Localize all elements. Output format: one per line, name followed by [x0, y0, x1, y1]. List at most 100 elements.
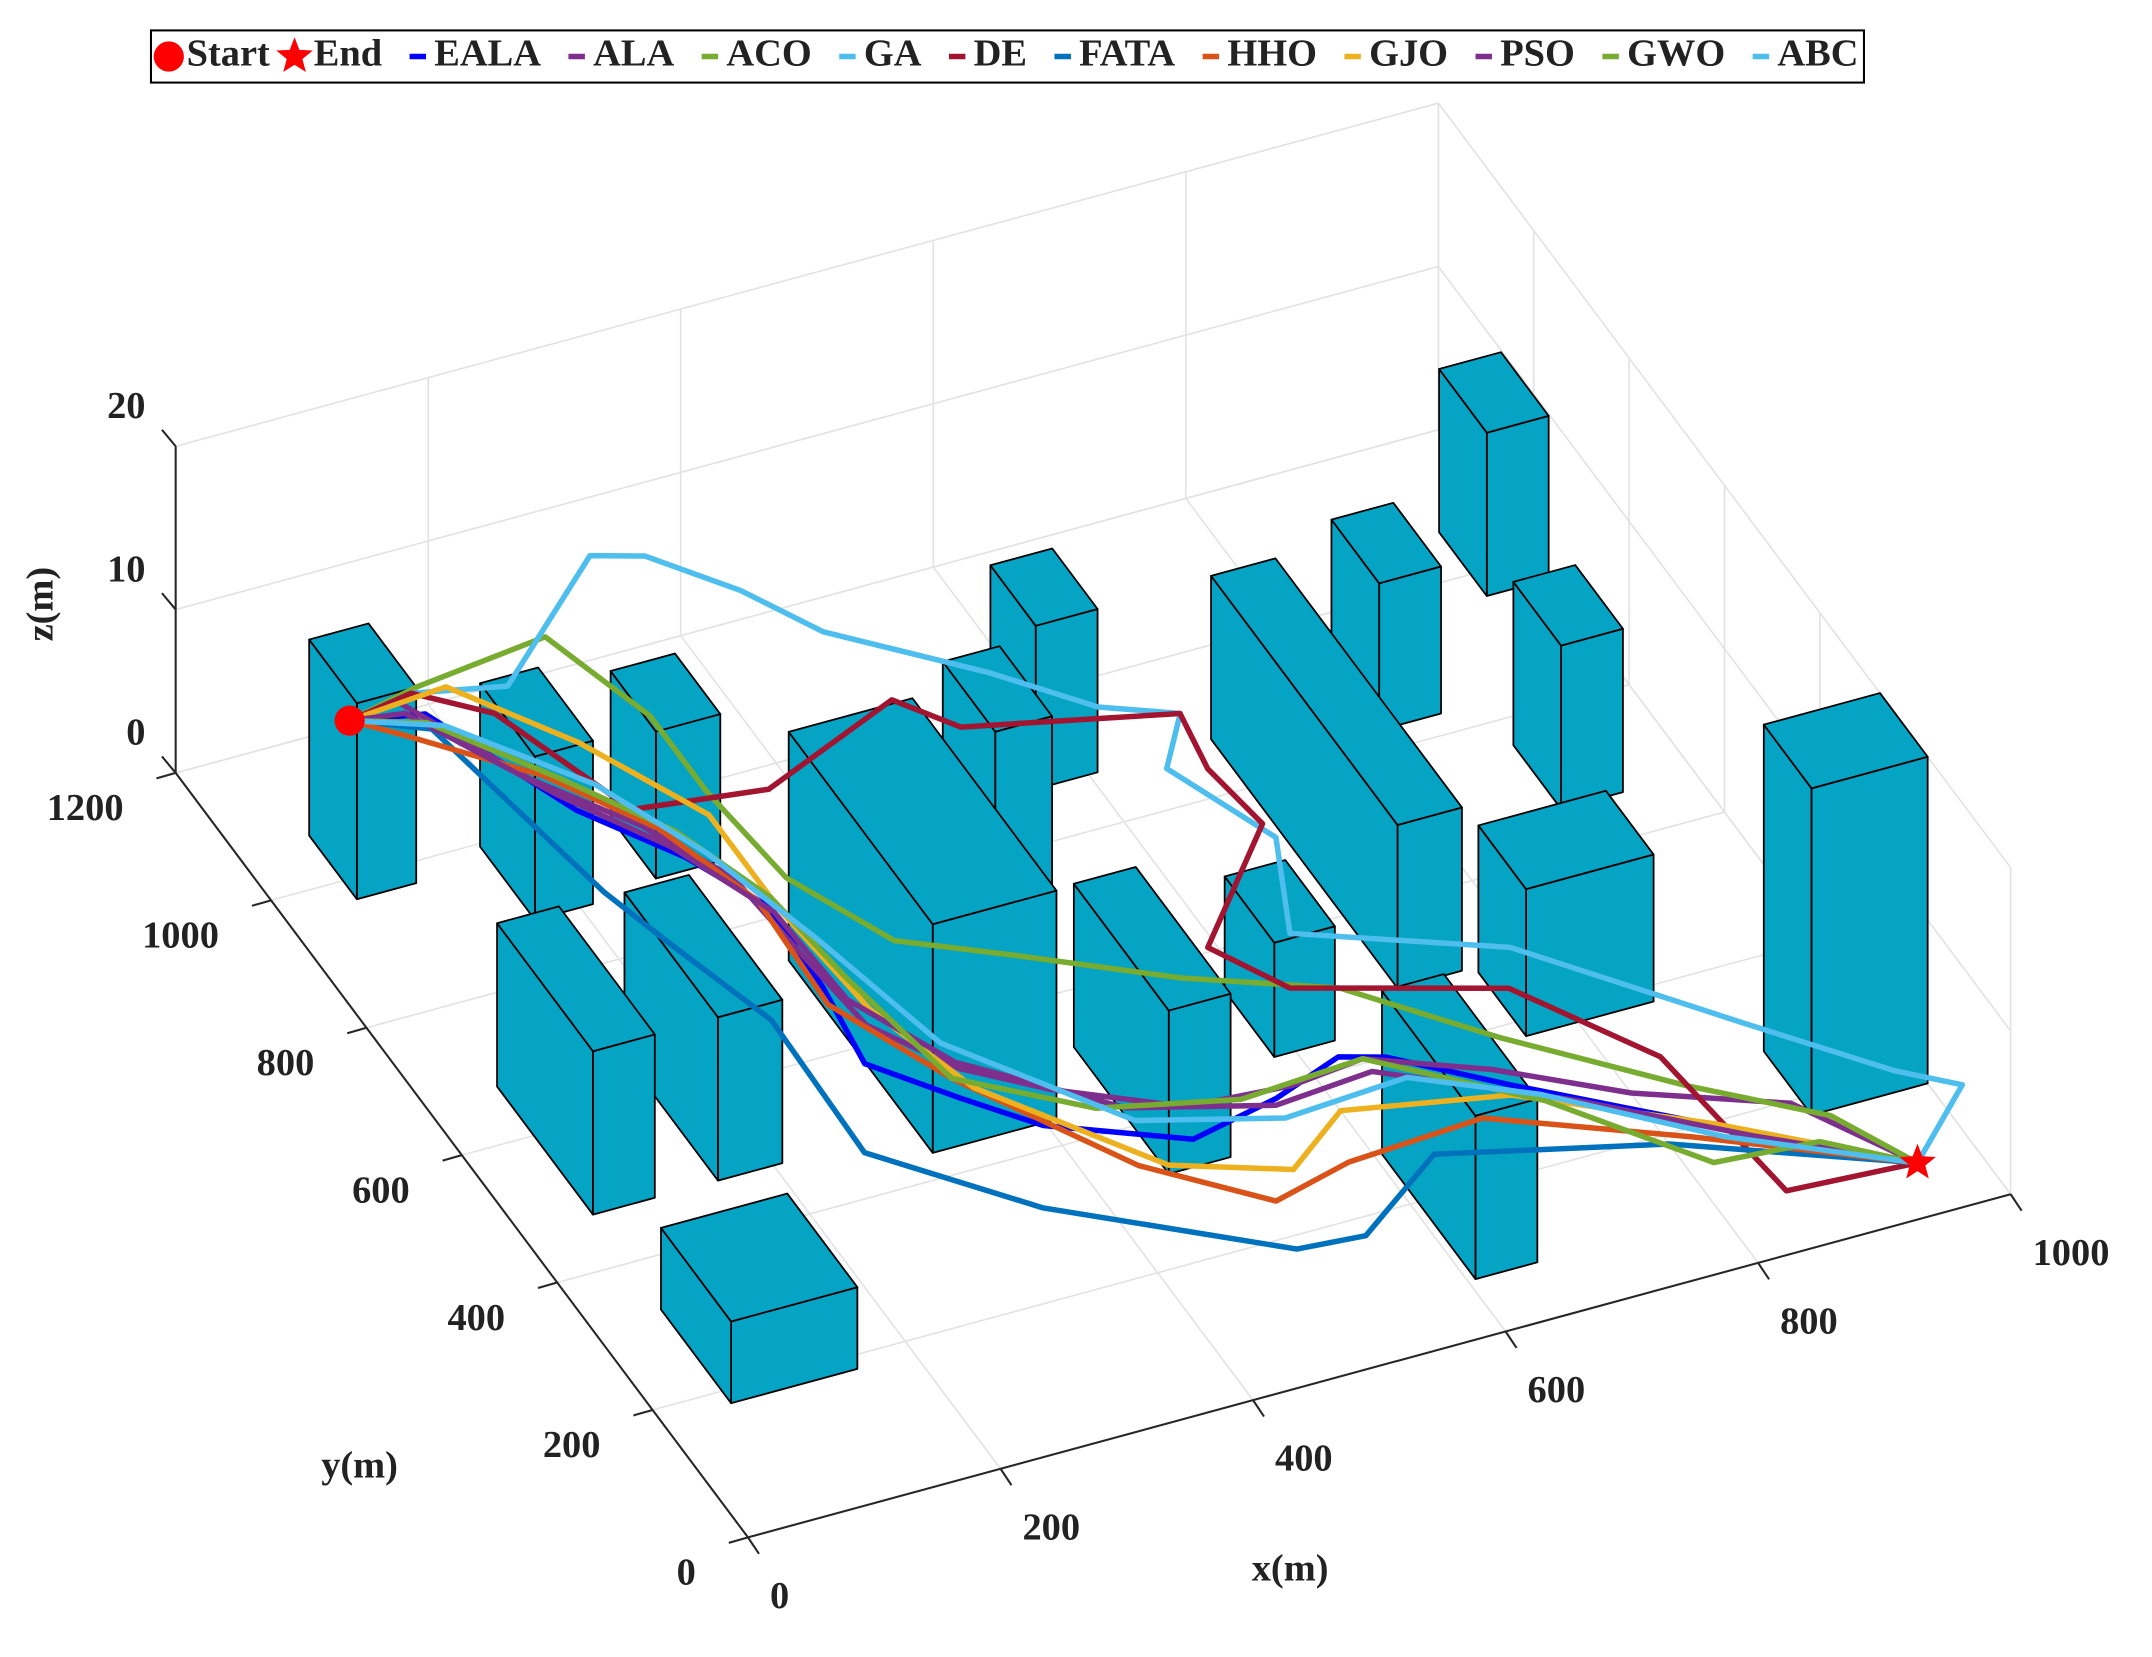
legend-symbol [276, 37, 313, 73]
building [1512, 564, 1624, 810]
y-tick [156, 771, 176, 780]
building-face [1762, 723, 1813, 1116]
legend-label: ABC [1777, 32, 1858, 74]
z-tick [161, 592, 177, 611]
x-axis [747, 1193, 2011, 1539]
x-tick-label: 0 [770, 1575, 789, 1617]
building-face [592, 1033, 656, 1216]
flight-path [349, 711, 1918, 1166]
x-tick [1504, 1330, 1518, 1349]
x-axis-title: x(m) [1252, 1547, 1329, 1589]
building-face [1474, 1098, 1539, 1281]
flight-path [348, 690, 1919, 1194]
legend-label: EALA [434, 32, 541, 74]
legend-label: PSO [1500, 32, 1575, 74]
flight-path [349, 717, 1918, 1166]
building-face [1438, 351, 1550, 434]
flight-path [348, 697, 1919, 1166]
building-face [1762, 692, 1929, 790]
building-face [1485, 415, 1550, 597]
building-face [308, 622, 418, 705]
y-tick-label: 0 [677, 1552, 696, 1594]
flight-path [349, 717, 1919, 1166]
x-tick [1252, 1399, 1265, 1418]
x-tick-label: 800 [1780, 1300, 1838, 1342]
building-face [533, 739, 594, 921]
legend-label: Start [187, 32, 270, 74]
legend-box [149, 29, 1865, 84]
grid-line [175, 265, 1439, 611]
x-tick [999, 1468, 1013, 1486]
building-face [1167, 992, 1232, 1175]
flight-path [348, 634, 1919, 1166]
building-face [1512, 564, 1624, 647]
x-tick-label: 400 [1275, 1438, 1333, 1480]
x-tick-label: 1000 [2033, 1232, 2110, 1274]
x-tick [1757, 1262, 1770, 1280]
flight-path [348, 552, 1966, 1165]
building-face [1378, 565, 1442, 732]
legend-label: ALA [593, 32, 674, 74]
y-tick-label: 1000 [142, 915, 219, 957]
building-face [660, 1192, 859, 1323]
flight-path [349, 717, 1918, 1252]
building [1223, 859, 1336, 1058]
building-face [717, 998, 784, 1182]
building [308, 622, 418, 901]
building-face [989, 547, 1099, 627]
building-face [1560, 627, 1624, 810]
building-face [1273, 925, 1336, 1058]
legend-label: HHO [1227, 32, 1317, 74]
z-tick-label: 0 [126, 712, 145, 754]
y-tick [442, 1154, 463, 1162]
building-face [496, 905, 656, 1053]
legend-label: End [314, 32, 382, 74]
y-tick-label: 1200 [47, 787, 124, 829]
y-tick-label: 800 [257, 1042, 315, 1084]
x-tick [2009, 1193, 2023, 1212]
z-tick [161, 755, 177, 774]
y-tick [537, 1281, 558, 1290]
building-face [1330, 501, 1442, 585]
legend-label: GA [864, 32, 922, 74]
y-tick-label: 200 [543, 1424, 601, 1466]
y-tick [633, 1408, 653, 1417]
building-face [1223, 859, 1336, 944]
grid-line [175, 102, 1439, 448]
building [660, 1192, 859, 1405]
building [1762, 692, 1929, 1116]
legend-label: GJO [1369, 32, 1448, 74]
y-tick-label: 600 [352, 1169, 410, 1211]
legend-label: GWO [1627, 32, 1725, 74]
legend: Start End EALA ALA ACO GA DE FATA HHO GJO PSO GWO AB… [149, 29, 1865, 84]
y-tick-label: 400 [447, 1297, 505, 1339]
building [1477, 789, 1655, 1038]
building-face [1210, 557, 1463, 826]
y-tick [728, 1536, 749, 1544]
y-tick [251, 899, 272, 907]
x-tick-label: 600 [1528, 1369, 1586, 1411]
building [1330, 501, 1442, 732]
building [496, 905, 656, 1216]
z-axis-title: z(m) [20, 567, 62, 642]
legend-label: ACO [726, 32, 811, 74]
y-tick [346, 1026, 367, 1035]
x-tick-label: 200 [1022, 1506, 1080, 1548]
end-marker [1899, 1143, 1936, 1179]
start-marker [334, 705, 365, 736]
building-face [787, 697, 1058, 926]
building-face [609, 652, 722, 733]
z-tick-label: 20 [107, 385, 145, 427]
z-tick [161, 429, 177, 447]
legend-symbol [153, 41, 184, 72]
building-face [1477, 789, 1655, 891]
building [1438, 351, 1550, 597]
y-axis-title: y(m) [321, 1445, 398, 1487]
building-face [1396, 806, 1463, 990]
legend-label: FATA [1079, 32, 1175, 74]
x-tick [747, 1536, 760, 1555]
legend-label: DE [974, 32, 1027, 74]
z-tick-label: 10 [107, 548, 145, 590]
